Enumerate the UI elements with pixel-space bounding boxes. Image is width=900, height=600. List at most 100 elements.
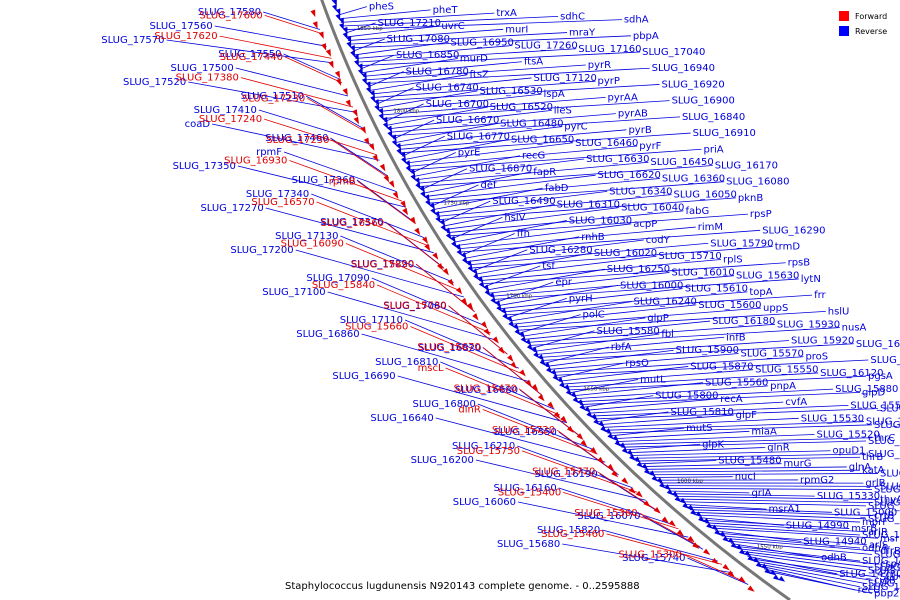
reverse-gene-feature	[636, 461, 643, 468]
reverse-gene-feature	[365, 86, 371, 94]
gene-label: SLUG_16450	[650, 157, 713, 168]
gene-label: infB	[726, 332, 746, 343]
leader-line	[721, 535, 861, 549]
reverse-gene-feature	[570, 391, 577, 399]
gene-label: SLUG_16870	[469, 164, 532, 175]
leader-line	[381, 96, 606, 116]
kbp-tick-label: 1750 kbp	[444, 200, 470, 206]
forward-gene-feature	[461, 297, 468, 306]
forward-gene-feature	[436, 263, 444, 271]
forward-gene-feature	[738, 576, 746, 583]
gene-label: SLUG_15110	[874, 420, 900, 431]
gene-label: rpmB	[329, 176, 356, 187]
gene-label: mprF	[862, 517, 888, 528]
kbp-tick-label: 1700 kbp	[506, 293, 532, 299]
reverse-gene-feature	[722, 535, 730, 542]
leader-line	[366, 67, 650, 84]
forward-gene-feature	[687, 535, 695, 543]
gene-label: rpsP	[750, 209, 772, 220]
leader-line	[382, 100, 670, 119]
gene-label: SLUG_16040	[621, 203, 684, 214]
gene-label: fbl	[661, 329, 674, 340]
gene-label: SLUG_14800	[862, 556, 900, 567]
leader-line	[372, 80, 596, 98]
gene-label: SLUG_15880	[835, 384, 898, 395]
gene-label: SLUG_16190	[534, 469, 597, 480]
reverse-gene-feature	[563, 384, 571, 391]
gene-label: pheS	[369, 2, 394, 13]
reverse-gene-feature	[419, 185, 425, 193]
leader-line	[718, 532, 867, 546]
reverse-gene-feature	[559, 381, 566, 389]
gene-label: rbfA	[611, 342, 632, 353]
reverse-gene-feature	[405, 160, 411, 168]
gene-label: SLUG_16090	[281, 239, 344, 250]
legend-reverse-swatch	[839, 26, 849, 36]
leader-line	[283, 151, 397, 193]
forward-gene-feature	[360, 126, 366, 134]
leader-line	[405, 142, 574, 164]
gene-label: SLUG_17230	[242, 93, 305, 104]
forward-gene-feature	[747, 585, 755, 592]
leader-line	[416, 263, 475, 313]
leader-line	[692, 511, 867, 520]
gene-label: pheT	[433, 5, 459, 16]
gene-label: cvfA	[785, 397, 807, 408]
leader-line	[569, 379, 639, 394]
gene-label: uvrC	[441, 21, 464, 32]
forward-gene-feature	[519, 369, 526, 377]
reverse-gene-feature	[374, 104, 380, 112]
gene-label: SLUG_17060	[383, 301, 446, 312]
gene-label: SLUG_16360	[662, 173, 725, 184]
leader-line	[237, 165, 406, 208]
forward-gene-feature	[611, 470, 619, 478]
reverse-gene-feature	[387, 130, 393, 138]
gene-label: SLUG_17210	[378, 18, 441, 29]
gene-label: uppS	[763, 303, 788, 314]
leader-line	[541, 343, 854, 361]
reverse-gene-feature	[508, 320, 515, 328]
gene-label: grlB	[865, 478, 885, 489]
gene-label: SLUG_15730	[383, 301, 446, 312]
forward-gene-feature	[480, 321, 488, 329]
gene-label: SLUG_16250	[607, 264, 670, 275]
leader-line	[436, 194, 672, 217]
forward-gene-feature	[402, 207, 409, 216]
gene-label: pbpA	[633, 31, 659, 42]
gene-label: arlR	[868, 527, 888, 538]
gene-label: SLUG_15890	[351, 259, 414, 270]
reverse-gene-feature	[698, 516, 705, 523]
reverse-gene-feature	[339, 22, 344, 30]
reverse-gene-feature	[593, 418, 600, 426]
leader-line	[340, 235, 454, 283]
forward-gene-feature	[580, 439, 588, 447]
leader-line	[627, 447, 766, 454]
gene-label: hslU	[828, 306, 850, 317]
gene-label: SLUG_14980	[862, 530, 900, 541]
leader-line	[386, 106, 488, 126]
leader-line	[511, 304, 697, 325]
reverse-gene-feature	[478, 281, 485, 289]
forward-gene-feature	[507, 354, 514, 362]
leader-line	[289, 160, 403, 202]
leader-line	[647, 469, 861, 473]
leader-line	[438, 197, 736, 221]
gene-label: glpP	[647, 313, 669, 324]
forward-gene-feature	[318, 31, 324, 40]
leader-line	[305, 95, 364, 129]
forward-gene-feature	[676, 529, 684, 537]
gene-label: arlS	[869, 540, 888, 551]
gene-label: thyA	[880, 494, 900, 505]
leader-line	[295, 249, 465, 298]
gene-label: mraY	[569, 28, 596, 39]
leader-line	[424, 174, 596, 197]
leader-line	[630, 450, 831, 456]
gene-label: fabG	[685, 206, 709, 217]
gene-label: SLUG_16480	[500, 118, 563, 129]
forward-gene-feature	[466, 302, 474, 310]
leader-line	[364, 64, 586, 81]
leader-line	[601, 417, 799, 428]
leader-line	[687, 557, 749, 585]
leader-line	[459, 229, 761, 253]
